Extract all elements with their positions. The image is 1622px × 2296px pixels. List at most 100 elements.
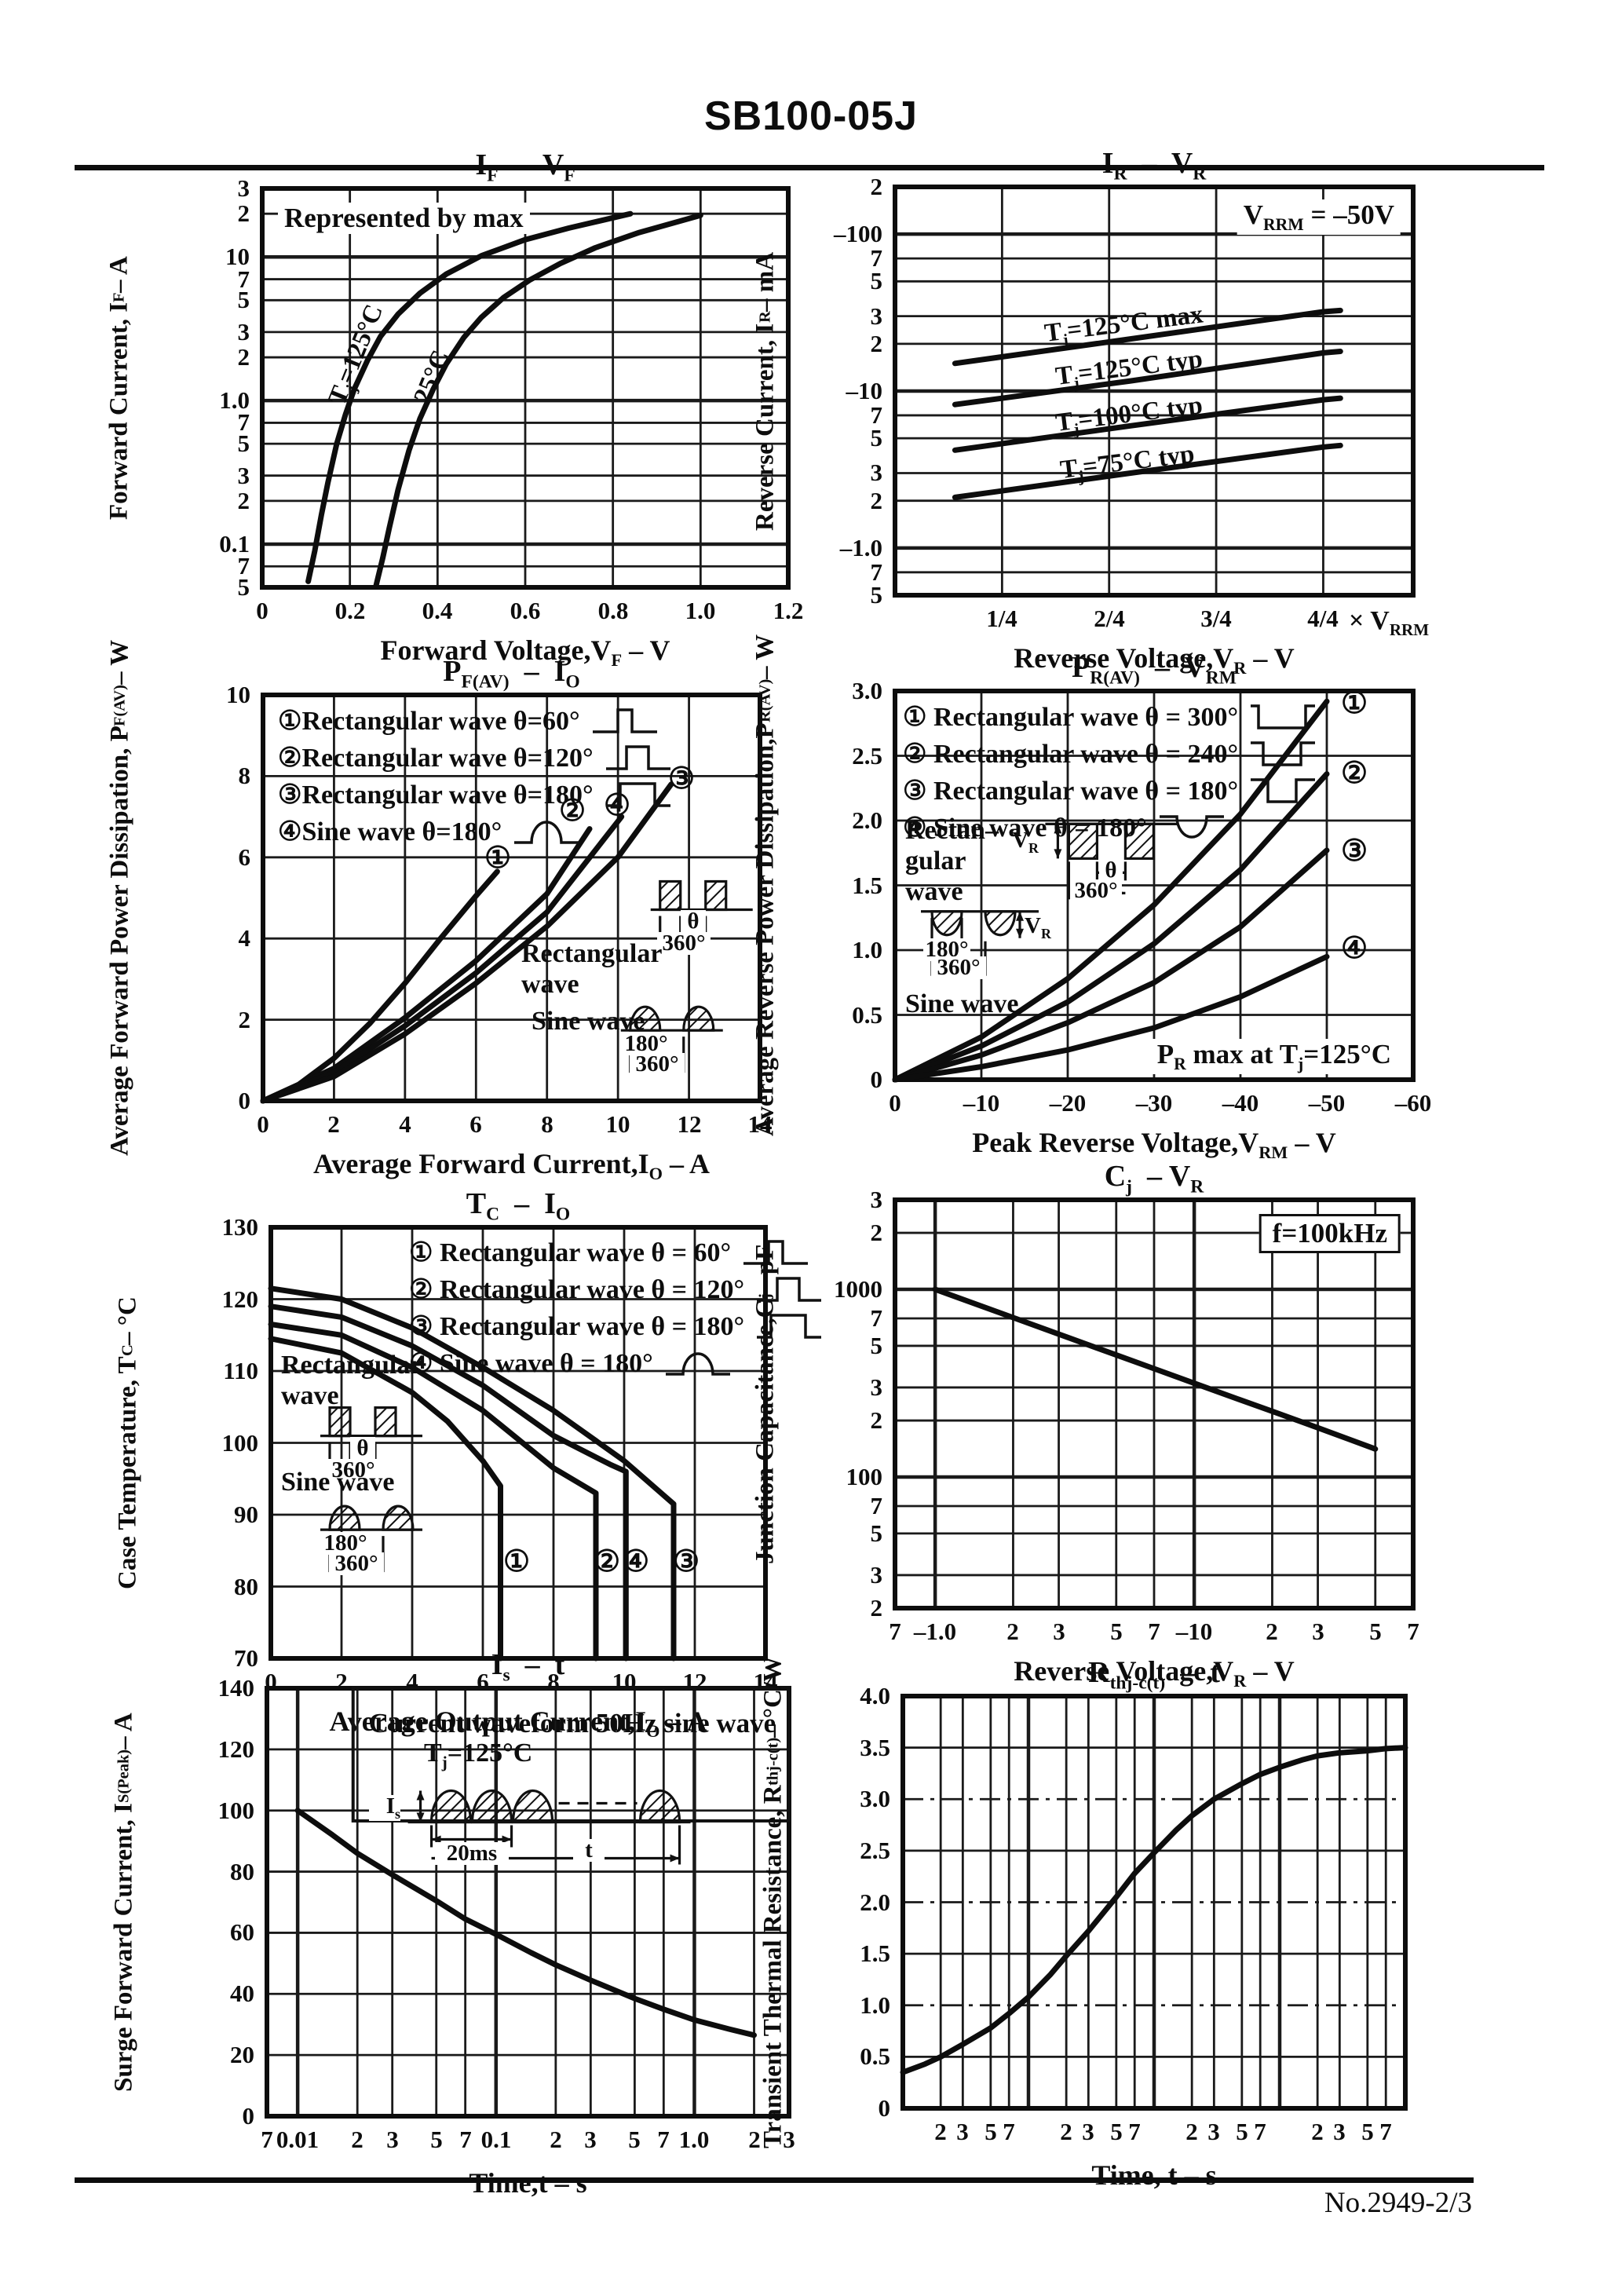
y-tick-label: 7 (237, 265, 250, 293)
y-tick-label: 2 (238, 1006, 251, 1033)
x-tick-label: 8 (541, 1110, 553, 1138)
y-tick-label: –1.0 (839, 534, 882, 561)
annotation: Sine wave (281, 1468, 395, 1497)
y-tick-label: 1.0 (852, 936, 882, 963)
inset-text: 360° (657, 932, 711, 955)
curve-label: ① (1341, 687, 1368, 720)
x-tick-label: 3 (956, 2118, 969, 2145)
legend-label: ② Rectangular wave θ = 240° (903, 739, 1239, 769)
y-tick-label: 2 (870, 1406, 883, 1434)
x-axis-label: Reverse Voltage,VR – V (1014, 1654, 1295, 1691)
x-tick-label: 1.0 (678, 2126, 710, 2153)
y-tick-label: 2 (237, 343, 250, 371)
inset-text: VR (1025, 915, 1059, 941)
plot-area (900, 1694, 1408, 2111)
x-tick-label: 0.2 (334, 597, 366, 624)
surge-diagram (407, 1789, 691, 1865)
x-tick-label: 0.1 (480, 2126, 512, 2153)
x-tick-label: 0.6 (510, 597, 541, 624)
y-tick-label: 3 (870, 459, 883, 486)
pulse180-icon (605, 777, 672, 812)
y-tick-label: 7 (237, 552, 250, 579)
annotation: × VRRM (1349, 606, 1430, 639)
x-tick-label: 4 (399, 1110, 411, 1138)
y-tick-label: 1000 (834, 1275, 882, 1303)
y-tick-label: 120 (221, 1285, 259, 1313)
chart-title: TC – IO (466, 1187, 571, 1225)
x-tick-label: 3 (1312, 1618, 1324, 1645)
annotation: Rectan– gular wave (905, 816, 999, 907)
chart-title: Cj – VR (1104, 1160, 1204, 1197)
legend-item: ④ Sine wave θ = 180° (903, 809, 1317, 846)
x-tick-label: 2 (1311, 2118, 1324, 2145)
y-tick-label: 20 (230, 2041, 254, 2068)
legend-label: ②Rectangular wave θ=120° (278, 743, 594, 773)
annotation: Tj=125°C (424, 1738, 533, 1771)
x-tick-label: 5 (1110, 1618, 1123, 1645)
annotation: VRRM = –50V (1237, 199, 1401, 235)
curve-Tj=125C typ (952, 349, 1343, 408)
sine180-icon (513, 814, 580, 849)
document-number: No.2949-2/3 (1324, 2187, 1472, 2219)
y-tick-label: 5 (237, 573, 250, 601)
inset-text: θ (1099, 859, 1123, 882)
legend-item: ③Rectangular wave θ=180° (278, 776, 672, 813)
x-axis-label: Average Forward Current,IO – A (313, 1147, 710, 1183)
x-tick-label: 5 (628, 2126, 641, 2153)
x-tick-label: 2 (1266, 1618, 1278, 1645)
x-tick-label: 7 (889, 1618, 901, 1645)
annotation: Sine wave (905, 989, 1019, 1018)
y-tick-label: 1.0 (860, 1991, 890, 2019)
y-tick-label: 10 (225, 243, 250, 270)
legend-item: ④ Sine wave θ = 180° (409, 1344, 823, 1381)
y-tick-label: 2 (237, 487, 250, 514)
x-tick-label: –50 (1308, 1089, 1346, 1117)
x-tick-label: 2/4 (1094, 605, 1125, 632)
y-tick-label: 120 (217, 1735, 255, 1763)
chart-title: Is – t (491, 1648, 565, 1686)
curve-3 (268, 1285, 677, 1662)
y-tick-label: 0 (238, 1087, 251, 1114)
y-axis-label: Average Forward Power Dissipation, P F(AV… (105, 639, 134, 1157)
inset-text: 360° (327, 1459, 380, 1482)
legend-label: ② Rectangular wave θ = 120° (409, 1274, 745, 1304)
y-tick-label: 2.5 (852, 742, 882, 770)
curve-25C (373, 212, 703, 588)
plot-area (892, 689, 1416, 1083)
x-axis-label: Time, t – s (1091, 2159, 1217, 2191)
y-tick-label: 7 (870, 401, 883, 429)
x-tick-label: –30 (1135, 1089, 1173, 1117)
plot-area (893, 1197, 1416, 1610)
x-tick-label: 5 (1236, 2118, 1248, 2145)
y-tick-label: 2.5 (860, 1837, 890, 1864)
chart-title: PF(AV) – IO (443, 655, 580, 693)
x-tick-label: 7 (1128, 2118, 1141, 2145)
chart-rth-t: Rthj-c(t) – t Transient Thermal Resistan… (759, 1656, 1408, 2191)
x-axis-label: Forward Voltage,VF – V (380, 634, 670, 670)
y-tick-label: 3.5 (860, 1734, 890, 1761)
x-tick-label: 10 (605, 1110, 630, 1138)
y-tick-label: 3.0 (860, 1785, 890, 1812)
sineneg-icon (1158, 810, 1226, 845)
y-tick-label: 60 (230, 1918, 254, 1946)
x-tick-label: 2 (327, 1110, 340, 1138)
x-tick-label: 3 (783, 2126, 795, 2153)
y-tick-label: 2 (870, 1219, 883, 1246)
legend-label: ① Rectangular wave θ = 300° (903, 702, 1239, 732)
curve-Tj=75C typ (952, 442, 1343, 500)
legend-label: ④ Sine wave θ = 180° (903, 813, 1147, 843)
y-tick-label: 2.0 (852, 806, 882, 834)
y-tick-label: 7 (870, 1492, 883, 1519)
legend-item: ① Rectangular wave θ = 60° (409, 1234, 823, 1270)
inset-text: t (573, 1839, 605, 1862)
y-tick-label: 3 (237, 318, 250, 345)
legend-item: ① Rectangular wave θ = 300° (903, 698, 1317, 735)
y-tick-label: 3 (237, 462, 250, 489)
curve-label: ① (484, 842, 512, 875)
y-axis-label: Average Reverse Power Dissipation,P R(AV)… (751, 634, 780, 1137)
x-tick-label: 7 (1003, 2118, 1015, 2145)
y-tick-label: 7 (870, 244, 883, 272)
